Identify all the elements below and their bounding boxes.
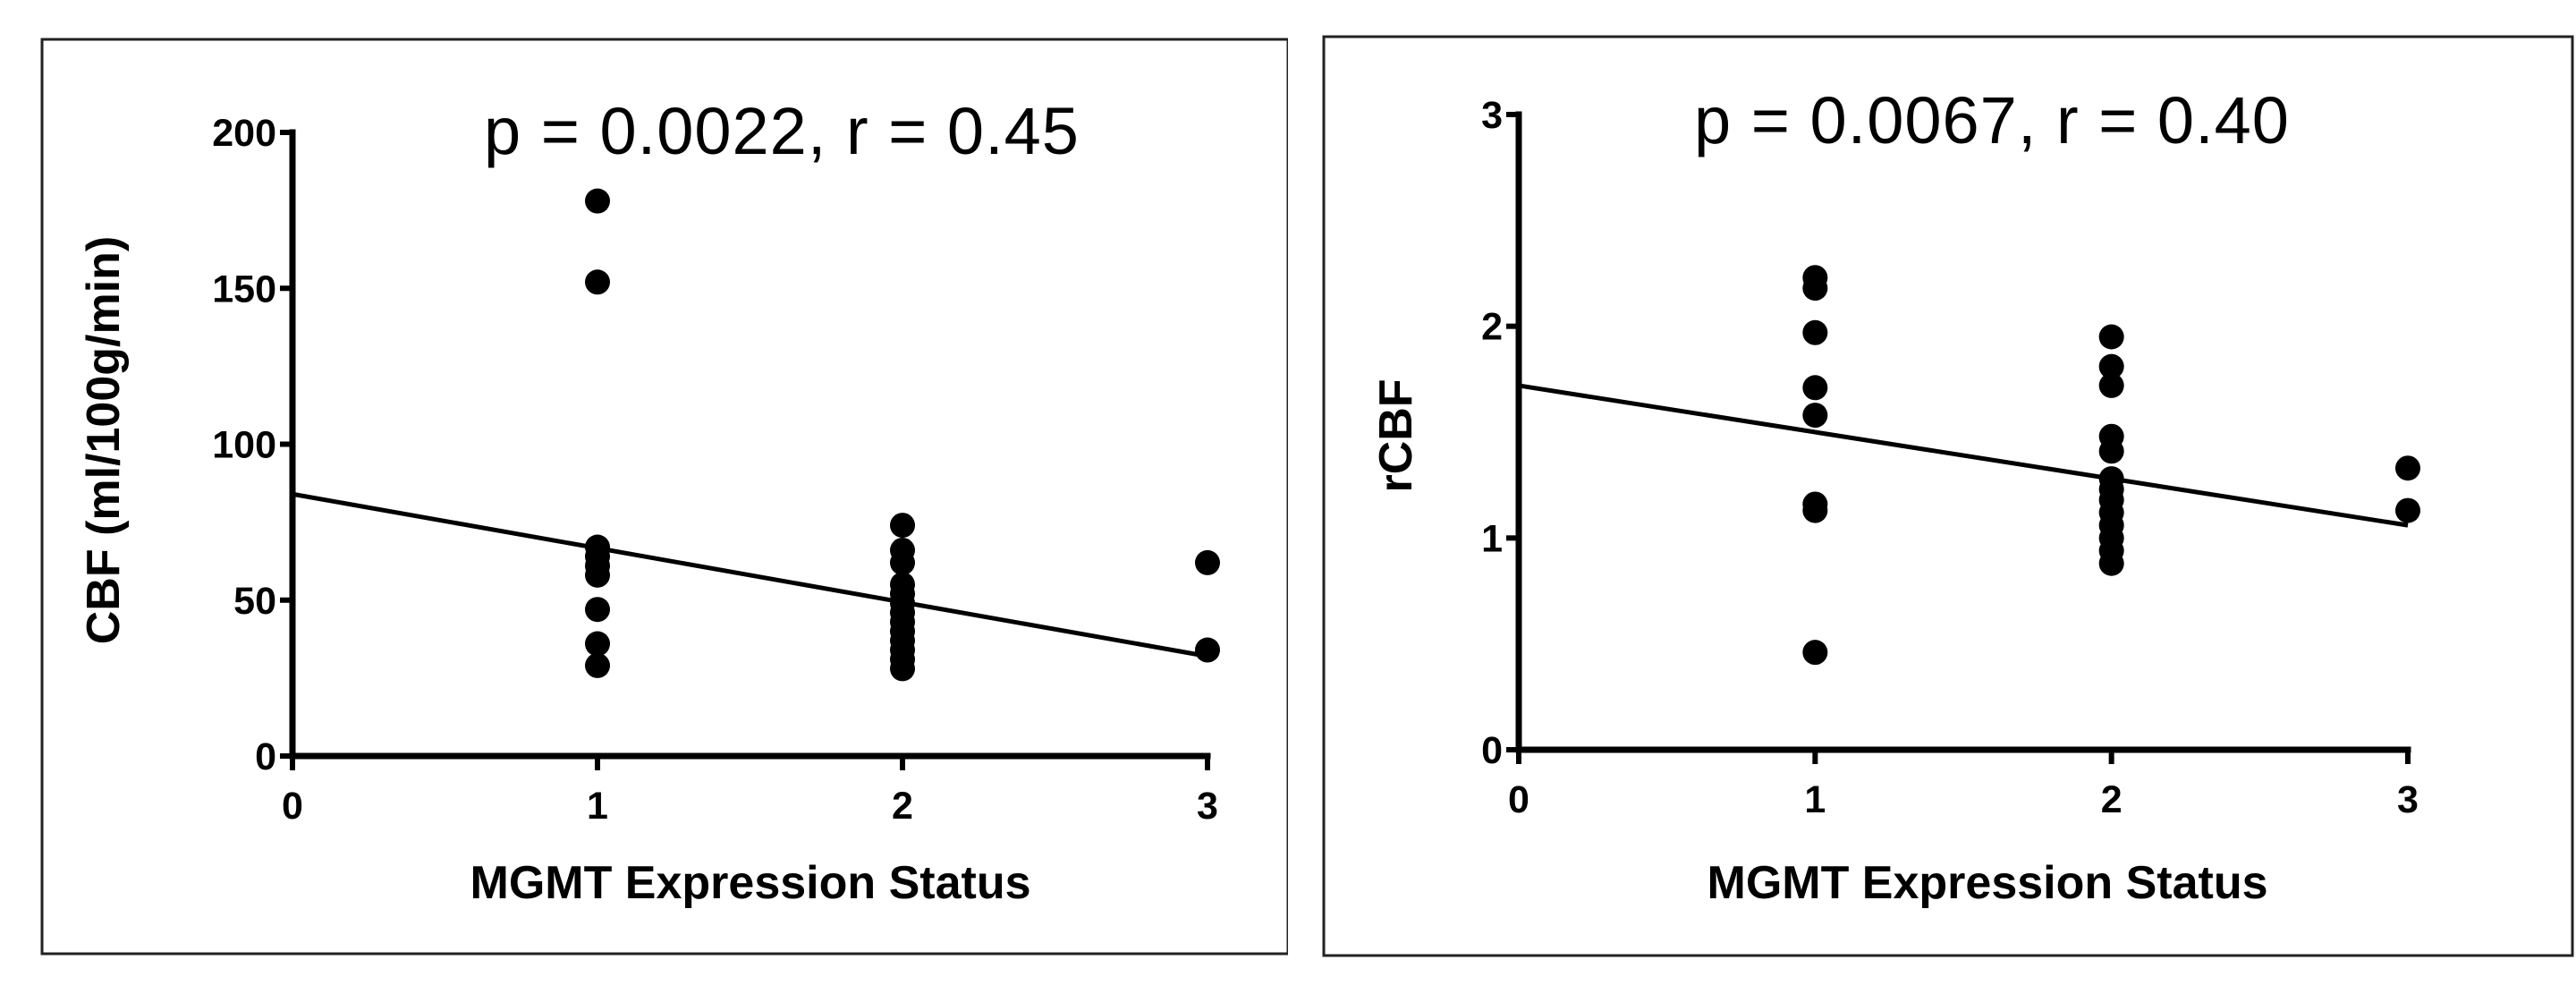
data-point (2098, 372, 2124, 398)
chart-panel-cbf: 0 50 100 150 200 0 1 2 3 p = 0.0022, r = 0.45 MG… (40, 38, 1288, 956)
x-tick-label: 2 (2101, 778, 2123, 821)
x-axis-title: MGMT Expression Status (1707, 857, 2268, 909)
y-tick-label: 200 (212, 112, 276, 155)
data-point (1802, 319, 1828, 345)
stats-annotation: p = 0.0022, r = 0.45 (484, 94, 1080, 168)
x-tick-label: 2 (892, 785, 913, 828)
y-tick-label: 100 (212, 424, 276, 467)
y-tick-label: 2 (1481, 306, 1503, 349)
regression-line (292, 491, 1208, 658)
data-point (585, 631, 610, 657)
data-point (2098, 353, 2124, 379)
y-tick-label: 0 (255, 735, 276, 778)
chart-rcbf: 0 1 2 3 0 1 2 3 p = 0.0067, r = 0.40 MGMT Expre… (1322, 35, 2574, 957)
y-axis-title: rCBF (1370, 378, 1422, 492)
stats-annotation: p = 0.0067, r = 0.40 (1694, 83, 2290, 157)
x-axis-title: MGMT Expression Status (470, 857, 1031, 909)
data-point (2098, 324, 2124, 350)
x-tick-label: 0 (282, 785, 303, 828)
y-tick-label: 0 (1481, 729, 1503, 772)
data-point (1195, 637, 1220, 663)
x-tick-label: 3 (1197, 785, 1218, 828)
regression-line (1518, 383, 2409, 528)
data-point (2395, 455, 2420, 481)
data-point (2098, 550, 2124, 576)
y-tick-label: 1 (1481, 517, 1503, 560)
chart-panel-rcbf: 0 1 2 3 0 1 2 3 p = 0.0067, r = 0.40 MGMT Expre… (1288, 0, 2576, 994)
data-point (1802, 403, 1828, 429)
data-point (2395, 497, 2420, 523)
data-point (2098, 438, 2124, 464)
plot-layer: 0 50 100 150 200 0 1 2 3 (212, 112, 1220, 828)
x-tick-label: 3 (2397, 778, 2419, 821)
x-tick-label: 0 (1508, 778, 1530, 821)
chart-cbf: 0 50 100 150 200 0 1 2 3 p = 0.0022, r = 0.45 MG… (40, 38, 1288, 956)
data-point (585, 597, 610, 623)
y-axis-title: CBF (ml/100g/min) (78, 236, 130, 645)
data-point (585, 188, 610, 214)
plot-layer: 0 1 2 3 0 1 2 3 (1481, 94, 2420, 821)
data-point (890, 513, 915, 539)
y-tick-label: 3 (1481, 94, 1503, 137)
data-point (890, 549, 915, 575)
data-point (1802, 640, 1828, 666)
data-point (1802, 375, 1828, 401)
data-point (585, 562, 610, 588)
data-point (585, 652, 610, 678)
y-tick-label: 150 (212, 268, 276, 310)
y-tick-label: 50 (233, 580, 276, 623)
data-point (890, 656, 915, 682)
data-point (585, 269, 610, 295)
data-point (1195, 549, 1220, 575)
data-point (1802, 497, 1828, 523)
x-tick-label: 1 (1804, 778, 1826, 821)
x-tick-label: 1 (587, 785, 608, 828)
chart-frame (40, 38, 1288, 956)
chart-frame (1322, 35, 2574, 957)
data-point (1802, 276, 1828, 302)
